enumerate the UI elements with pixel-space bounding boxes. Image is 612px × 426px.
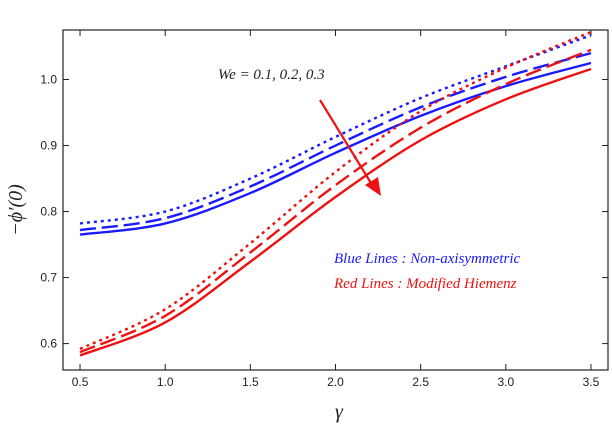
y-axis-title: −ϕ′(0) bbox=[5, 184, 27, 236]
we-arrow-head bbox=[365, 177, 381, 196]
y-tick-label: 0.8 bbox=[40, 205, 57, 219]
x-tick-label: 2.0 bbox=[327, 375, 344, 389]
series-line-blue-solid bbox=[79, 61, 592, 236]
x-tick-label: 2.5 bbox=[412, 375, 429, 389]
series-line-blue-dashed bbox=[79, 51, 592, 232]
we-arrow bbox=[319, 99, 375, 189]
x-tick-label: 3.5 bbox=[583, 375, 600, 389]
series-lines bbox=[79, 30, 592, 357]
y-tick-label: 0.6 bbox=[40, 337, 57, 351]
x-tick-label: 1.5 bbox=[242, 375, 259, 389]
y-tick-label: 0.9 bbox=[40, 139, 57, 153]
x-axis-title: γ bbox=[335, 401, 344, 423]
x-tick-label: 1.0 bbox=[157, 375, 174, 389]
x-axis-ticks: 0.5 1.0 1.5 2.0 2.5 3.0 3.5 bbox=[72, 30, 600, 389]
series-line-red-solid bbox=[79, 67, 592, 357]
y-axis-ticks: 0.6 0.7 0.8 0.9 1.0 bbox=[40, 73, 608, 351]
y-tick-label: 0.7 bbox=[40, 271, 57, 285]
x-tick-label: 0.5 bbox=[72, 375, 89, 389]
legend-note-red: Red Lines : Modified Hiemenz bbox=[333, 276, 517, 292]
series-line-red-dashed bbox=[79, 48, 592, 354]
series-line-blue-dotted bbox=[79, 34, 592, 225]
series-line-red-dotted bbox=[79, 30, 592, 350]
legend-note-blue: Blue Lines : Non-axisymmetric bbox=[334, 251, 521, 267]
y-tick-label: 1.0 bbox=[40, 73, 57, 87]
x-tick-label: 3.0 bbox=[497, 375, 514, 389]
we-annotation: We = 0.1, 0.2, 0.3 bbox=[218, 67, 325, 83]
